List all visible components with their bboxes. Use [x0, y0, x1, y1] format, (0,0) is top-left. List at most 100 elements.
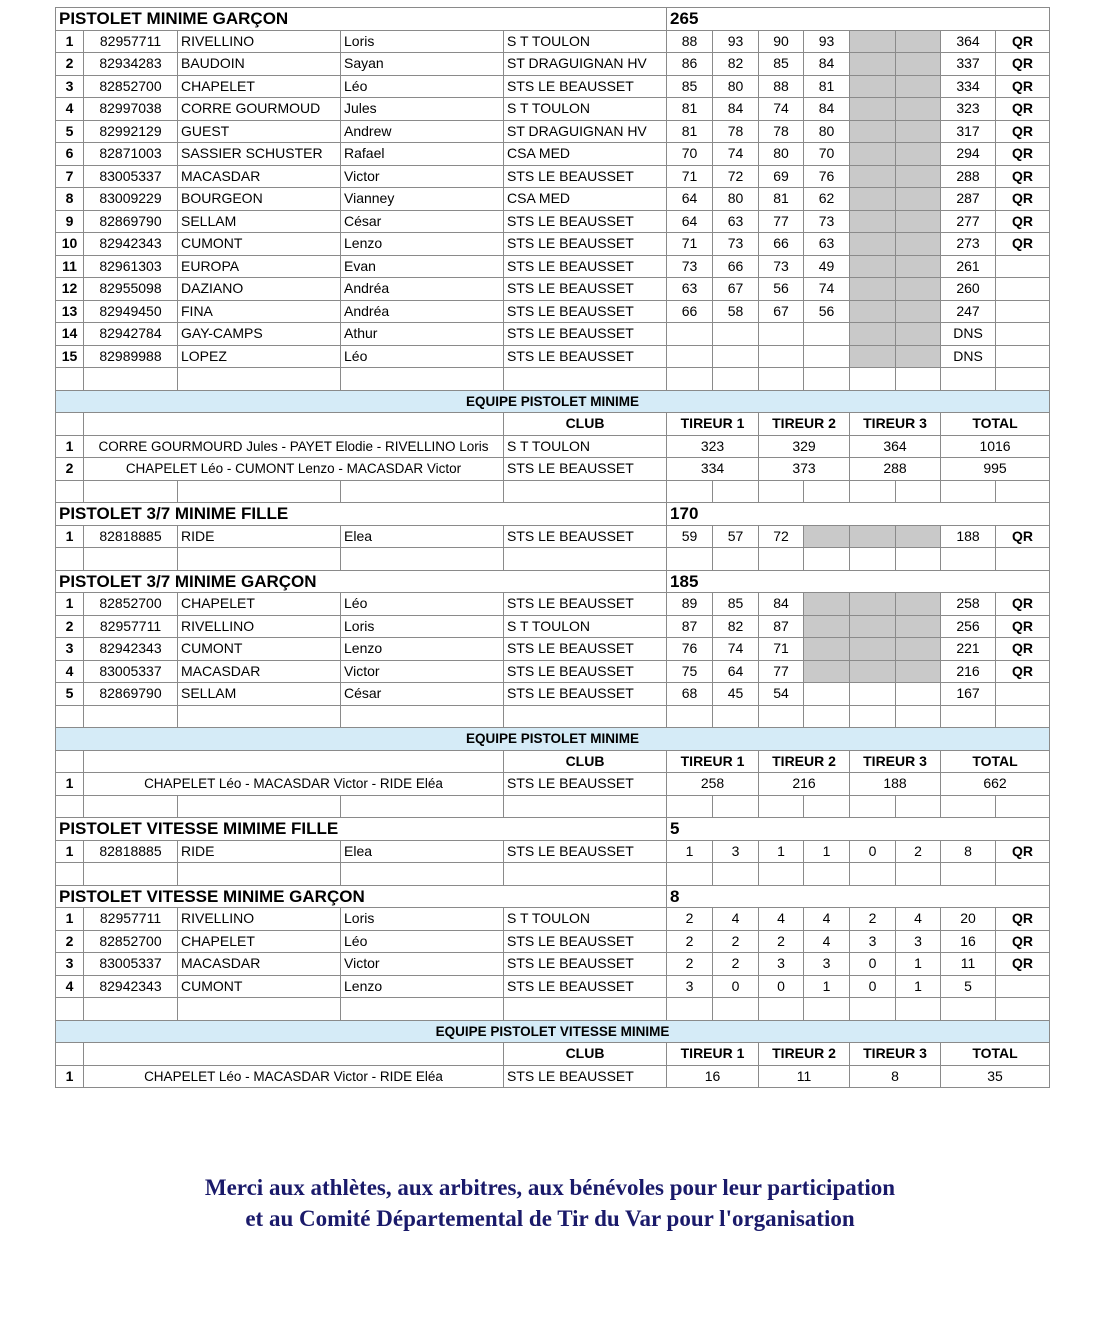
- empty-cell: [758, 997, 805, 1021]
- first-name: Léo: [340, 592, 504, 616]
- series-score: 73: [712, 232, 760, 256]
- empty-cell: [55, 547, 84, 571]
- series-score: 84: [758, 592, 805, 616]
- last-name: SASSIER SCHUSTER: [177, 142, 341, 166]
- license-number: 82852700: [83, 74, 178, 98]
- series-score: [895, 659, 942, 683]
- blank-row: [55, 794, 1051, 818]
- empty-cell: [995, 367, 1051, 391]
- empty-cell: [502, 862, 668, 886]
- club: CSA MED: [502, 142, 668, 166]
- series-score: 85: [758, 52, 805, 76]
- empty-cell: [995, 704, 1051, 728]
- total-score: 260: [940, 277, 997, 301]
- series-score: [849, 52, 897, 76]
- series-score: 64: [712, 659, 760, 683]
- series-score: 84: [803, 52, 851, 76]
- last-name: RIVELLINO: [177, 614, 341, 638]
- qualification-badge: QR: [995, 187, 1051, 211]
- license-number: 82818885: [83, 839, 178, 863]
- empty-cell: [83, 367, 178, 391]
- team-section-title: EQUIPE PISTOLET MINIME: [54, 389, 1051, 413]
- club: S T TOULON: [502, 434, 668, 458]
- rank: 6: [55, 142, 84, 166]
- club: STS LE BEAUSSET: [502, 1064, 668, 1088]
- result-row: 2 82852700 CHAPELET Léo STS LE BEAUSSET 2 2 2 4 3…: [55, 929, 1051, 953]
- tireur2-score: 11: [758, 1064, 851, 1088]
- empty-cell: [83, 749, 504, 773]
- empty-cell: [758, 547, 805, 571]
- series-score: 71: [666, 164, 714, 188]
- series-score: 57: [712, 524, 760, 548]
- series-score: 66: [666, 299, 714, 323]
- last-name: MACASDAR: [177, 952, 341, 976]
- series-score: 70: [803, 142, 851, 166]
- empty-cell: [666, 547, 714, 571]
- participant-count: 8: [666, 884, 1051, 908]
- series-score: [758, 322, 805, 346]
- series-score: [849, 187, 897, 211]
- section-title: PISTOLET 3/7 MINIME GARÇON: [54, 569, 668, 593]
- series-score: 70: [666, 142, 714, 166]
- club: STS LE BEAUSSET: [502, 952, 668, 976]
- series-score: 74: [758, 97, 805, 121]
- rank: 1: [55, 839, 84, 863]
- qualification-badge: [995, 277, 1051, 301]
- first-name: Loris: [340, 29, 504, 53]
- series-score: [895, 232, 942, 256]
- empty-cell: [712, 997, 760, 1021]
- result-row: 2 82957711 RIVELLINO Loris S T TOULON 87 82 87 2…: [55, 614, 1051, 638]
- series-score: 78: [712, 119, 760, 143]
- series-score: 49: [803, 254, 851, 278]
- series-score: [803, 682, 851, 706]
- rank: 2: [55, 614, 84, 638]
- first-name: Loris: [340, 907, 504, 931]
- empty-cell: [940, 997, 997, 1021]
- series-score: [895, 614, 942, 638]
- series-score: 68: [666, 682, 714, 706]
- qualification-badge: QR: [995, 592, 1051, 616]
- first-name: Evan: [340, 254, 504, 278]
- tireur2-score: 329: [758, 434, 851, 458]
- rank: 2: [55, 52, 84, 76]
- series-score: 80: [712, 74, 760, 98]
- series-score: 66: [758, 232, 805, 256]
- rank: 12: [55, 277, 84, 301]
- club: STS LE BEAUSSET: [502, 839, 668, 863]
- team-section-band: EQUIPE PISTOLET MINIME: [54, 727, 1051, 751]
- license-number: 83005337: [83, 659, 178, 683]
- series-score: 71: [758, 637, 805, 661]
- series-score: [849, 299, 897, 323]
- last-name: RIVELLINO: [177, 29, 341, 53]
- empty-cell: [177, 367, 341, 391]
- team-section-band: EQUIPE PISTOLET VITESSE MINIME: [54, 1019, 1051, 1043]
- empty-cell: [177, 862, 341, 886]
- empty-cell: [803, 704, 851, 728]
- first-name: Andrew: [340, 119, 504, 143]
- empty-cell: [502, 704, 668, 728]
- first-name: Léo: [340, 344, 504, 368]
- series-score: 0: [849, 974, 897, 998]
- series-score: 80: [803, 119, 851, 143]
- team-total: 1016: [940, 434, 1051, 458]
- series-score: 81: [666, 119, 714, 143]
- empty-cell: [803, 479, 851, 503]
- empty-cell: [340, 479, 504, 503]
- section-title: PISTOLET VITESSE MINIME GARÇON: [54, 884, 668, 908]
- last-name: MACASDAR: [177, 659, 341, 683]
- empty-cell: [502, 367, 668, 391]
- empty-cell: [55, 997, 84, 1021]
- series-score: [895, 682, 942, 706]
- qualification-badge: QR: [995, 614, 1051, 638]
- club: STS LE BEAUSSET: [502, 344, 668, 368]
- license-number: 82934283: [83, 52, 178, 76]
- empty-cell: [502, 479, 668, 503]
- series-score: 67: [712, 277, 760, 301]
- first-name: Victor: [340, 659, 504, 683]
- series-score: 93: [803, 29, 851, 53]
- club-header: CLUB: [502, 1042, 668, 1066]
- series-score: [895, 209, 942, 233]
- participant-count: 5: [666, 817, 1051, 841]
- series-score: 1: [803, 839, 851, 863]
- qualification-badge: QR: [995, 29, 1051, 53]
